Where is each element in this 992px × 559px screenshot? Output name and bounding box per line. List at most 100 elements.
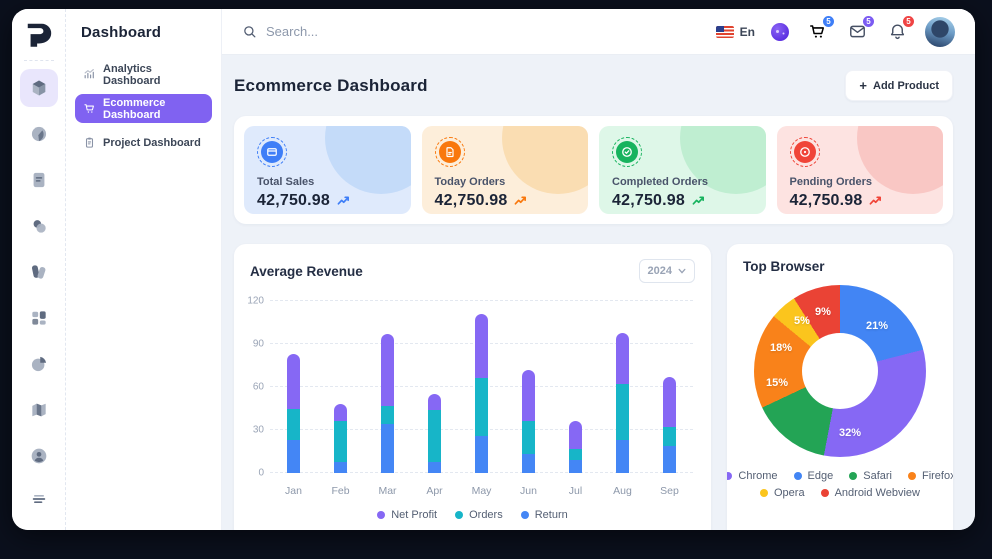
y-axis-tick: 0 (258, 467, 264, 479)
rail-item-users[interactable] (20, 207, 58, 245)
legend-item-net-profit[interactable]: Net Profit (377, 509, 437, 521)
legend-label: Net Profit (391, 509, 438, 521)
sidebar-item-analytics-dashboard[interactable]: Analytics Dashboard (75, 60, 212, 89)
rail-item-map[interactable] (20, 391, 58, 429)
y-axis-tick: 90 (252, 338, 264, 350)
bar-segment-return (334, 461, 347, 473)
rail-item-document[interactable] (20, 161, 58, 199)
stats-container: Total Sales 42,750.98 Today Orders 42,75… (234, 116, 953, 224)
bar-segment-orders (569, 448, 582, 461)
app-window: Dashboard Analytics Dashboard Ecommerce D… (12, 9, 975, 530)
search-input[interactable] (266, 24, 566, 39)
bar-apr[interactable] (428, 394, 441, 473)
rail-item-widgets[interactable] (20, 299, 58, 337)
donut-ring[interactable] (754, 285, 926, 457)
add-product-button[interactable]: + Add Product (845, 70, 953, 101)
icon-rail (12, 9, 66, 530)
theme-toggle-icon[interactable] (771, 22, 789, 41)
y-axis-tick: 30 (252, 424, 264, 436)
bar-segment-net-profit (522, 369, 535, 422)
stat-card-completed-orders[interactable]: Completed Orders 42,750.98 (599, 126, 766, 214)
bar-segment-return (663, 445, 676, 473)
rail-menu-button[interactable] (20, 480, 58, 518)
legend-item-orders[interactable]: Orders (455, 509, 503, 521)
user-avatar[interactable] (925, 16, 955, 47)
stat-icon-ring (612, 137, 642, 167)
browser-title: Top Browser (743, 259, 825, 274)
legend-label: Edge (807, 470, 834, 482)
sidebar-submenu: Dashboard Analytics Dashboard Ecommerce D… (66, 9, 222, 530)
legend-item-android-webview[interactable]: Android Webview (820, 487, 920, 499)
legend-item-firefox[interactable]: Firefox (907, 470, 953, 482)
sidebar-item-project-dashboard[interactable]: Project Dashboard (75, 128, 212, 157)
gridline-120: 120 (247, 296, 693, 307)
donut-label-edge: 21% (865, 320, 889, 332)
bar-segment-net-profit (334, 404, 347, 422)
x-axis-label-aug: Aug (613, 485, 632, 497)
legend-row: Opera Android Webview (760, 487, 920, 499)
bar-chart-plot: 0 30 60 90 120 (247, 296, 693, 479)
bar-chart-legend: Net Profit Orders Return (234, 509, 711, 521)
legend-item-chrome[interactable]: Chrome (727, 470, 778, 482)
bar-jul[interactable] (569, 421, 582, 473)
x-axis-label-mar: Mar (378, 485, 397, 497)
legend-label: Return (534, 509, 568, 521)
rail-item-gauge[interactable] (20, 115, 58, 153)
stat-card-today-orders[interactable]: Today Orders 42,750.98 (421, 126, 588, 214)
legend-item-safari[interactable]: Safari (849, 470, 892, 482)
cart-icon (808, 22, 827, 41)
bar-jun[interactable] (522, 369, 535, 473)
sidebar-item-ecommerce-dashboard[interactable]: Ecommerce Dashboard (75, 94, 212, 123)
bar-mar[interactable] (381, 334, 394, 473)
rail-item-cube[interactable] (19, 69, 58, 107)
trend-up-icon (514, 195, 527, 206)
app-logo-icon[interactable] (23, 19, 55, 51)
y-axis-tick: 60 (252, 381, 264, 393)
legend-row: Chrome Edge Safari Firefox (727, 470, 953, 482)
stat-icon-ring (434, 137, 465, 167)
bar-sep[interactable] (663, 377, 676, 473)
legend-label: Chrome (738, 470, 778, 482)
x-axis-label-sep: Sep (660, 485, 679, 497)
sidebar-menu-list: Analytics Dashboard Ecommerce Dashboard Pr… (75, 60, 212, 157)
stat-card-total-sales[interactable]: Total Sales 42,750.98 (244, 126, 411, 214)
donut-chart: 21% 32% 15% 18% 5% 9% (754, 285, 926, 457)
bar-segment-net-profit (616, 332, 629, 385)
bar-aug[interactable] (616, 332, 629, 473)
legend-item-edge[interactable]: Edge (793, 470, 834, 482)
gauge-icon (29, 124, 49, 144)
bar-may[interactable] (475, 313, 488, 473)
x-axis-label-apr: Apr (426, 485, 443, 497)
rail-item-swatches[interactable] (20, 253, 58, 291)
swatches-icon (29, 262, 49, 282)
rail-item-pie[interactable] (20, 345, 58, 383)
search-icon (244, 26, 256, 38)
bar-segment-return (381, 424, 394, 473)
menu-icon (29, 489, 49, 509)
chevron-down-icon (678, 268, 686, 274)
cube-icon (29, 78, 49, 98)
language-switcher[interactable]: En (715, 25, 755, 39)
legend-item-return[interactable]: Return (520, 509, 568, 521)
average-revenue-card: Average Revenue 2024 0 30 60 90 120 Jan Feb Ma… (234, 244, 711, 530)
topbar-actions: 5 5 5 (805, 14, 915, 44)
bar-segment-net-profit (381, 334, 394, 406)
x-axis-label-jul: Jul (568, 485, 583, 497)
bar-jan[interactable] (287, 354, 300, 473)
legend-item-opera[interactable]: Opera (760, 487, 805, 499)
stat-label: Completed Orders (612, 176, 708, 188)
rail-item-account[interactable] (20, 437, 58, 475)
rail-bottom (20, 480, 58, 518)
stat-card-pending-orders[interactable]: Pending Orders 42,750.98 (776, 126, 943, 214)
x-axis-label-may: May (471, 485, 492, 497)
stat-value: 42,750.98 (257, 192, 330, 209)
charts-row: Average Revenue 2024 0 30 60 90 120 Jan Feb Ma… (234, 244, 953, 530)
messages-button[interactable]: 5 (845, 14, 875, 44)
notifications-button[interactable]: 5 (885, 14, 915, 44)
bar-feb[interactable] (334, 404, 347, 473)
cart-icon (83, 102, 96, 115)
cart-button[interactable]: 5 (805, 14, 835, 44)
pie-icon (29, 354, 49, 374)
year-select[interactable]: 2024 (638, 259, 695, 283)
users-icon (29, 216, 49, 236)
